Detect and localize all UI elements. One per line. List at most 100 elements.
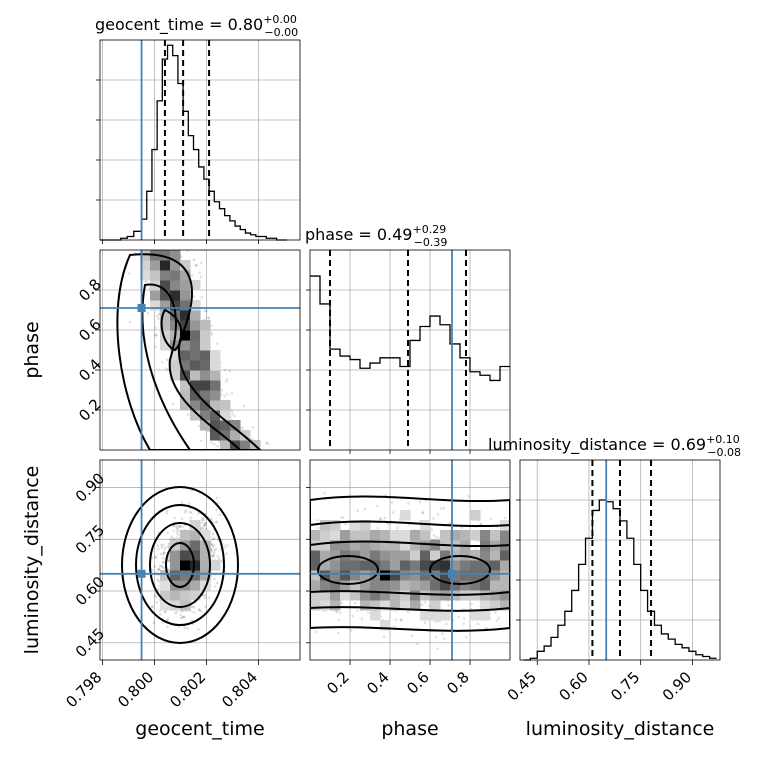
density-cell	[400, 510, 411, 521]
sample-point	[457, 615, 460, 619]
density-cell	[210, 410, 221, 421]
density-cell	[180, 530, 191, 541]
density-cell	[180, 560, 191, 571]
density-cell	[200, 580, 211, 591]
sample-point	[423, 621, 427, 624]
sample-point	[165, 509, 169, 513]
sample-point	[396, 526, 399, 530]
x-tick-label: 0.75	[607, 668, 643, 704]
density-cell	[190, 590, 201, 601]
sample-point	[222, 542, 225, 546]
density-cell	[330, 540, 341, 551]
sample-point	[182, 616, 185, 619]
sample-point	[162, 551, 166, 554]
sample-point	[430, 528, 433, 532]
sample-point	[210, 333, 214, 336]
sample-point	[224, 380, 228, 383]
sample-point	[250, 437, 254, 441]
sample-point	[223, 546, 226, 549]
sample-point	[215, 520, 219, 524]
density-cell	[440, 560, 451, 571]
sample-point	[442, 637, 446, 640]
density-cell	[170, 560, 181, 571]
density-cell	[350, 570, 361, 581]
sample-point	[435, 535, 438, 539]
sample-point	[485, 626, 488, 630]
histogram-panel-geocent_time: geocent_time = 0.80+0.00 −0.00	[95, 13, 301, 241]
sample-point	[170, 535, 173, 538]
density-cell	[210, 430, 221, 441]
sample-point	[382, 635, 386, 639]
sample-point	[167, 542, 171, 546]
sample-point	[433, 620, 437, 623]
density-cell	[180, 310, 191, 321]
sample-point	[349, 629, 353, 632]
sample-point	[317, 526, 320, 530]
sample-point	[189, 516, 193, 520]
sample-point	[489, 517, 493, 520]
density-cell	[500, 570, 510, 581]
sample-point	[177, 529, 180, 532]
sample-point	[166, 545, 170, 548]
sample-point	[195, 264, 198, 267]
sample-point	[155, 595, 158, 599]
sample-point	[448, 521, 452, 525]
sample-point	[192, 258, 196, 261]
density-cell	[400, 600, 411, 611]
density-cell	[160, 290, 171, 301]
sample-point	[190, 274, 194, 278]
sample-point	[423, 600, 427, 604]
sample-point	[184, 509, 188, 512]
panel-frame	[309, 249, 511, 451]
density-cell	[220, 400, 231, 411]
x-tick-label: 0.4	[363, 668, 393, 698]
x-tick-label: 0.8	[443, 668, 473, 698]
density-cell	[160, 270, 171, 281]
x-tick-label: 0.798	[62, 668, 105, 711]
sample-point	[188, 510, 192, 514]
sample-point	[225, 378, 229, 381]
density-cell	[500, 590, 510, 601]
density-cell	[390, 530, 401, 541]
sample-point	[192, 605, 196, 609]
density-cell	[360, 600, 371, 611]
sample-point	[197, 512, 200, 515]
sample-point	[190, 619, 193, 622]
density-cell	[350, 530, 361, 541]
sample-point	[165, 512, 169, 515]
sample-point	[178, 524, 181, 528]
sample-point	[211, 532, 215, 536]
sample-point	[470, 602, 474, 606]
sample-point	[157, 567, 161, 571]
sample-point	[175, 526, 179, 529]
density-cell	[200, 320, 211, 331]
density-cell	[320, 520, 331, 531]
scatter-panel-phase-vs-luminosity_distance	[309, 459, 511, 661]
density-cell	[470, 580, 481, 591]
density-cell	[160, 570, 171, 581]
density-cell	[410, 590, 421, 601]
scatter-panel-geocent_time-vs-phase	[99, 249, 301, 451]
density-cell	[210, 360, 221, 371]
density-cell	[350, 550, 361, 561]
sample-point	[379, 517, 383, 521]
density-cell	[190, 530, 201, 541]
density-cell	[230, 420, 241, 431]
density-cell	[160, 260, 171, 271]
sample-point	[497, 616, 501, 620]
sample-point	[154, 556, 158, 560]
sample-point	[180, 501, 184, 504]
sample-point	[186, 413, 190, 416]
sample-point	[171, 402, 175, 406]
density-cell	[440, 610, 451, 621]
density-cell	[460, 570, 471, 581]
sample-point	[144, 280, 148, 284]
sample-point	[386, 522, 390, 526]
density-cell	[210, 350, 221, 361]
sample-point	[462, 617, 466, 620]
sample-point	[231, 412, 234, 416]
density-cell	[360, 590, 371, 601]
sample-point	[421, 511, 425, 514]
sample-point	[212, 442, 216, 446]
sample-point	[188, 502, 191, 506]
